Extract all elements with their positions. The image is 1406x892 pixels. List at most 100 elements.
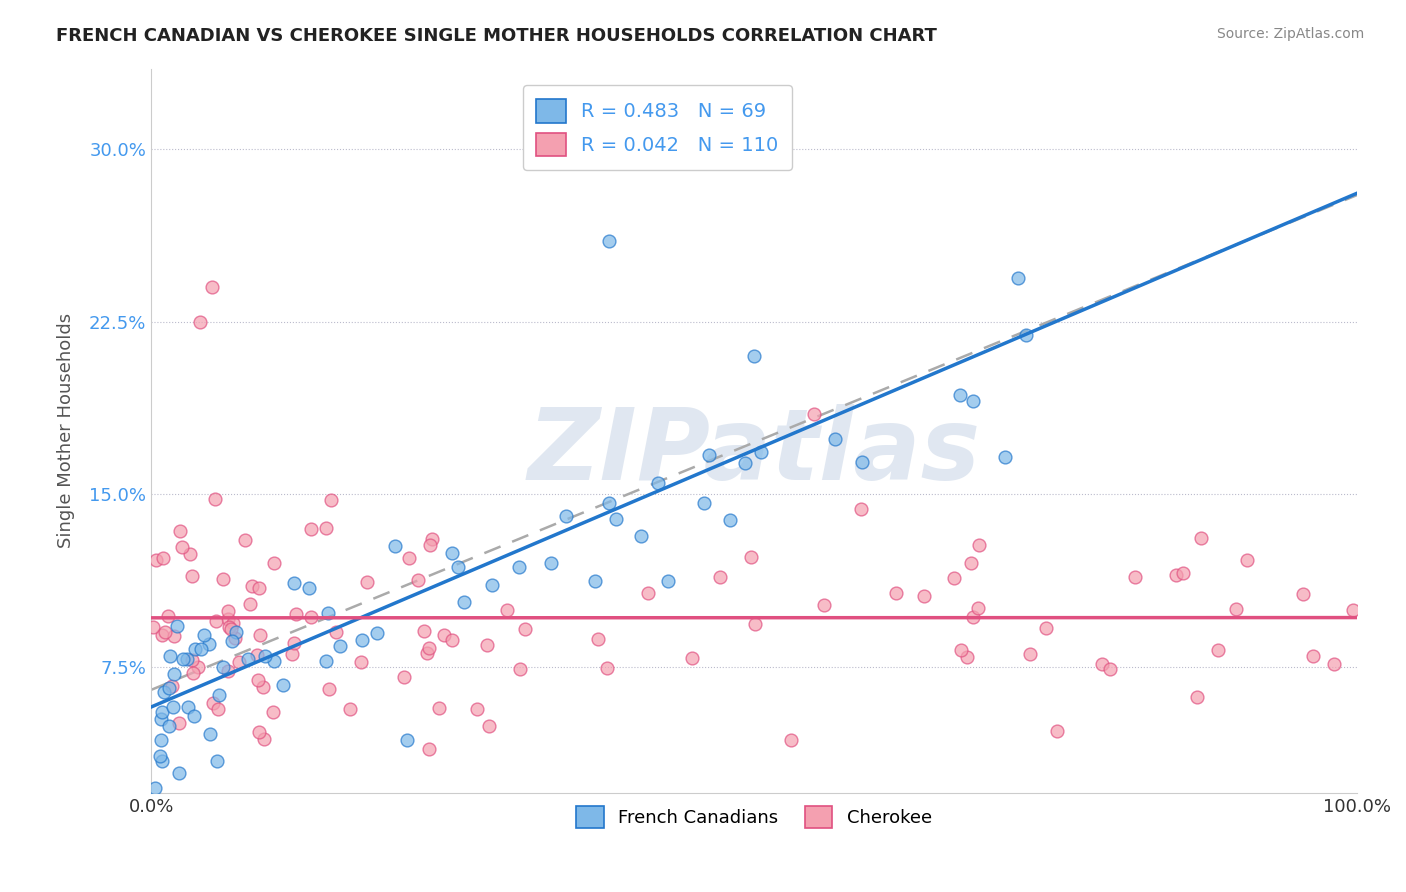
Point bbox=[205, 754, 228, 768]
Point bbox=[1015, 327, 1038, 342]
Point bbox=[350, 633, 373, 648]
Point bbox=[156, 609, 179, 624]
Point bbox=[740, 550, 762, 565]
Point bbox=[513, 622, 536, 636]
Point bbox=[1323, 657, 1346, 671]
Point bbox=[172, 652, 194, 666]
Point bbox=[183, 665, 205, 680]
Point bbox=[262, 705, 284, 719]
Point bbox=[143, 780, 166, 795]
Point bbox=[955, 650, 977, 665]
Point bbox=[142, 620, 165, 634]
Point bbox=[1123, 570, 1146, 584]
Point bbox=[281, 647, 304, 661]
Point bbox=[157, 681, 180, 696]
Point bbox=[163, 666, 186, 681]
Point bbox=[181, 653, 204, 667]
Point bbox=[419, 538, 441, 552]
Point bbox=[271, 677, 294, 691]
Point bbox=[803, 407, 825, 421]
Point bbox=[356, 575, 378, 590]
Point bbox=[824, 432, 846, 446]
Point bbox=[225, 624, 247, 639]
Point bbox=[734, 456, 756, 470]
Point bbox=[1045, 724, 1067, 739]
Point bbox=[813, 598, 835, 612]
Point bbox=[415, 647, 437, 661]
Point bbox=[149, 712, 172, 726]
Point bbox=[150, 705, 173, 719]
Point bbox=[943, 571, 966, 585]
Point bbox=[219, 622, 242, 636]
Point bbox=[453, 594, 475, 608]
Point bbox=[1225, 602, 1247, 616]
Point bbox=[247, 673, 270, 688]
Point bbox=[167, 766, 190, 780]
Point bbox=[465, 701, 488, 715]
Point bbox=[299, 522, 322, 536]
Point bbox=[780, 733, 803, 747]
Text: FRENCH CANADIAN VS CHEROKEE SINGLE MOTHER HOUSEHOLDS CORRELATION CHART: FRENCH CANADIAN VS CHEROKEE SINGLE MOTHE… bbox=[56, 27, 938, 45]
Y-axis label: Single Mother Households: Single Mother Households bbox=[58, 313, 75, 549]
Point bbox=[349, 655, 371, 669]
Point bbox=[420, 532, 443, 546]
Point bbox=[596, 661, 619, 675]
Point bbox=[851, 501, 873, 516]
Point bbox=[222, 615, 245, 630]
Point bbox=[647, 475, 669, 490]
Point bbox=[246, 648, 269, 662]
Point bbox=[851, 455, 873, 469]
Point bbox=[181, 569, 204, 583]
Point bbox=[960, 556, 983, 570]
Point bbox=[183, 708, 205, 723]
Point bbox=[962, 394, 984, 409]
Point bbox=[153, 685, 176, 699]
Point bbox=[298, 581, 321, 595]
Point bbox=[329, 640, 352, 654]
Point bbox=[240, 579, 263, 593]
Point bbox=[418, 742, 440, 756]
Point bbox=[475, 638, 498, 652]
Point bbox=[211, 572, 233, 586]
Point bbox=[477, 719, 499, 733]
Point bbox=[1185, 690, 1208, 705]
Point bbox=[318, 681, 340, 696]
Point bbox=[598, 234, 620, 248]
Point bbox=[1343, 603, 1365, 617]
Point bbox=[208, 688, 231, 702]
Point bbox=[228, 655, 250, 669]
Point bbox=[744, 616, 766, 631]
Point bbox=[440, 546, 463, 560]
Point bbox=[630, 529, 652, 543]
Point bbox=[555, 508, 578, 523]
Point bbox=[204, 491, 226, 506]
Point bbox=[742, 349, 765, 363]
Point bbox=[159, 648, 181, 663]
Point bbox=[283, 576, 305, 591]
Point bbox=[749, 444, 772, 458]
Point bbox=[949, 387, 972, 401]
Point bbox=[709, 570, 731, 584]
Point bbox=[949, 642, 972, 657]
Legend: French Canadians, Cherokee: French Canadians, Cherokee bbox=[569, 798, 939, 835]
Point bbox=[145, 553, 167, 567]
Point bbox=[718, 513, 741, 527]
Point bbox=[190, 642, 212, 657]
Point bbox=[166, 619, 188, 633]
Point bbox=[1007, 271, 1029, 285]
Point bbox=[167, 715, 190, 730]
Point bbox=[392, 669, 415, 683]
Point bbox=[176, 652, 198, 666]
Point bbox=[202, 696, 225, 710]
Point bbox=[962, 610, 984, 624]
Point bbox=[150, 754, 173, 768]
Point bbox=[162, 679, 184, 693]
Point bbox=[249, 724, 271, 739]
Point bbox=[398, 551, 420, 566]
Point bbox=[319, 493, 342, 508]
Point bbox=[315, 654, 337, 668]
Point bbox=[657, 574, 679, 588]
Point bbox=[433, 628, 456, 642]
Point bbox=[205, 615, 228, 629]
Point bbox=[384, 539, 406, 553]
